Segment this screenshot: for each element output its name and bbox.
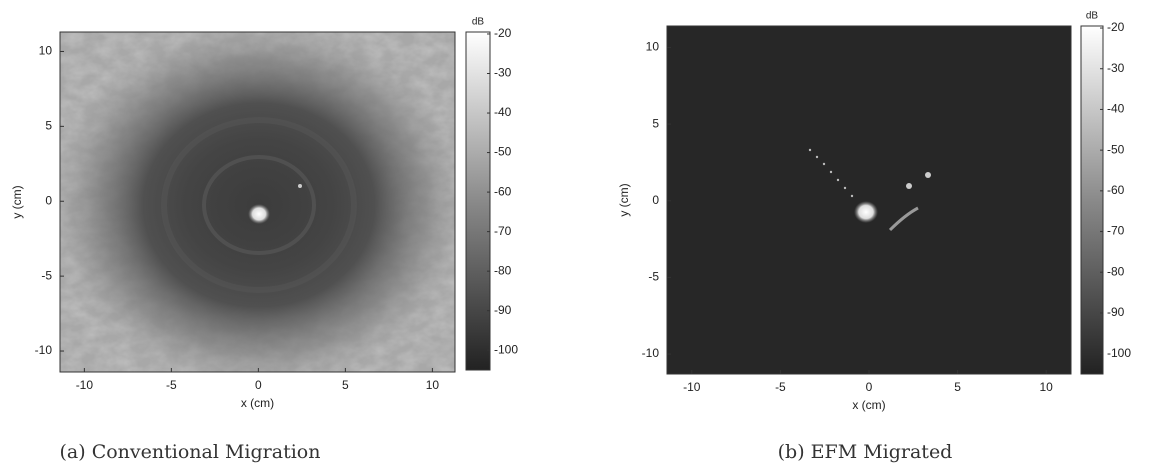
colorbar-tick-label: -60 <box>1107 183 1125 197</box>
y-tick-label: 10 <box>646 40 660 54</box>
y-tick-label: 5 <box>45 119 52 133</box>
colorbar <box>1080 25 1104 375</box>
caption: (b) EFM Migrated <box>778 441 953 463</box>
colorbar-label: dB <box>472 17 485 28</box>
x-tick-label: 0 <box>255 378 262 392</box>
x-tick-label: 5 <box>342 378 349 392</box>
colorbar-tick-label: -60 <box>494 184 512 198</box>
y-tick-label: -5 <box>648 270 659 284</box>
axes-frame <box>59 31 456 373</box>
x-tick-label: -10 <box>683 380 701 394</box>
caption: (a) Conventional Migration <box>60 441 321 463</box>
colorbar-tick-label: -40 <box>494 105 512 119</box>
y-tick-label: -10 <box>642 346 660 360</box>
colorbar-tick-label: -80 <box>494 263 512 277</box>
y-axis-label: y (cm) <box>10 185 24 218</box>
colorbar-label: dB <box>1086 11 1099 22</box>
colorbar-tick-label: -30 <box>1107 61 1125 75</box>
colorbar-tick-label: -30 <box>494 66 512 80</box>
y-tick-label: 0 <box>652 193 659 207</box>
y-tick-label: -5 <box>41 268 52 282</box>
colorbar-tick-label: -20 <box>1107 20 1125 34</box>
colorbar-tick-label: -100 <box>494 342 518 356</box>
colorbar-tick-label: -20 <box>494 26 512 40</box>
x-tick-label: -5 <box>166 378 177 392</box>
colorbar-tick-label: -100 <box>1107 346 1131 360</box>
colorbar-tick-label: -40 <box>1107 102 1125 116</box>
x-tick-label: -10 <box>76 378 94 392</box>
colorbar-tick-label: -70 <box>1107 224 1125 238</box>
x-tick-label: -5 <box>775 380 786 394</box>
y-axis-label: y (cm) <box>617 183 631 216</box>
y-tick-label: 5 <box>652 116 659 130</box>
x-tick-label: 5 <box>954 380 961 394</box>
x-axis-label: x (cm) <box>852 398 885 412</box>
y-tick-label: 10 <box>39 44 53 58</box>
colorbar-tick-label: -90 <box>1107 305 1125 319</box>
colorbar <box>465 31 491 371</box>
colorbar-tick-label: -80 <box>1107 264 1125 278</box>
x-tick-label: 0 <box>866 380 873 394</box>
colorbar-tick-label: -70 <box>494 224 512 238</box>
y-tick-label: -10 <box>35 343 53 357</box>
y-tick-label: 0 <box>45 193 52 207</box>
image-b <box>667 26 1071 374</box>
colorbar-tick-label: -90 <box>494 303 512 317</box>
image-a <box>60 32 455 372</box>
colorbar-tick-label: -50 <box>1107 142 1125 156</box>
x-axis-label: x (cm) <box>241 396 274 410</box>
x-tick-label: 10 <box>1040 380 1054 394</box>
colorbar-tick-label: -50 <box>494 145 512 159</box>
x-tick-label: 10 <box>426 378 440 392</box>
